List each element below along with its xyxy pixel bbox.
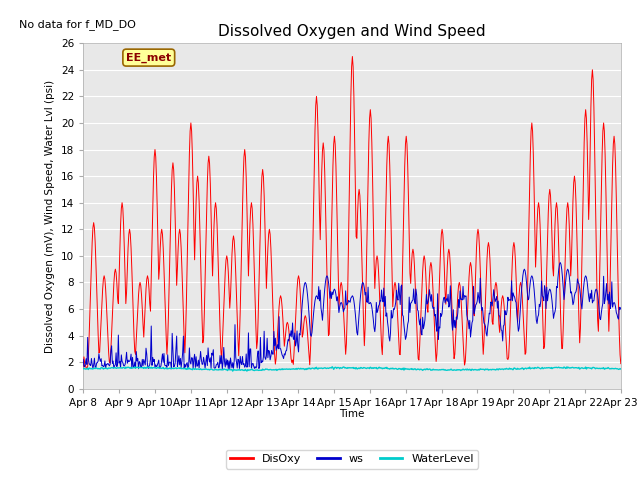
Title: Dissolved Oxygen and Wind Speed: Dissolved Oxygen and Wind Speed — [218, 24, 486, 39]
Text: No data for f_MD_DO: No data for f_MD_DO — [19, 19, 136, 30]
Legend: DisOxy, ws, WaterLevel: DisOxy, ws, WaterLevel — [226, 450, 478, 468]
X-axis label: Time: Time — [339, 409, 365, 419]
Y-axis label: Dissolved Oxygen (mV), Wind Speed, Water Lvl (psi): Dissolved Oxygen (mV), Wind Speed, Water… — [45, 79, 56, 353]
Text: EE_met: EE_met — [126, 52, 172, 63]
